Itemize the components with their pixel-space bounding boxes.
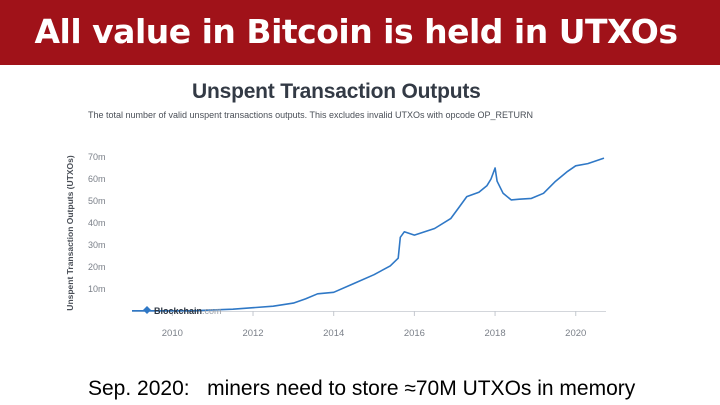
x-tick-label: 2012 [242, 328, 263, 339]
chart-subtitle: The total number of valid unspent transa… [88, 110, 534, 120]
slide-title: All value in Bitcoin is held in UTXOs [34, 12, 678, 51]
chart-title: Unspent Transaction Outputs [192, 80, 481, 103]
y-axis-label: Unspent Transaction Outputs (UTXOs) [65, 155, 75, 311]
slide-caption: Sep. 2020: miners need to store ≈70M UTX… [88, 377, 636, 400]
blockchain-watermark: Blockchain.com [154, 306, 222, 316]
y-tick-label: 70m [88, 152, 106, 162]
x-tick-label: 2016 [404, 328, 425, 339]
x-tick-label: 2020 [565, 328, 586, 339]
title-bar [0, 0, 720, 65]
y-tick-label: 60m [88, 174, 106, 184]
x-tick-label: 2010 [162, 328, 183, 339]
y-tick-label: 30m [88, 240, 106, 250]
y-tick-label: 10m [88, 284, 106, 294]
utxo-series-line [132, 157, 605, 312]
x-tick-label: 2018 [484, 328, 505, 339]
y-tick-label: 50m [88, 196, 106, 206]
y-tick-label: 20m [88, 262, 106, 272]
x-tick-label: 2014 [323, 328, 344, 339]
y-tick-label: 40m [88, 218, 106, 228]
blockchain-logo-icon [143, 306, 151, 314]
